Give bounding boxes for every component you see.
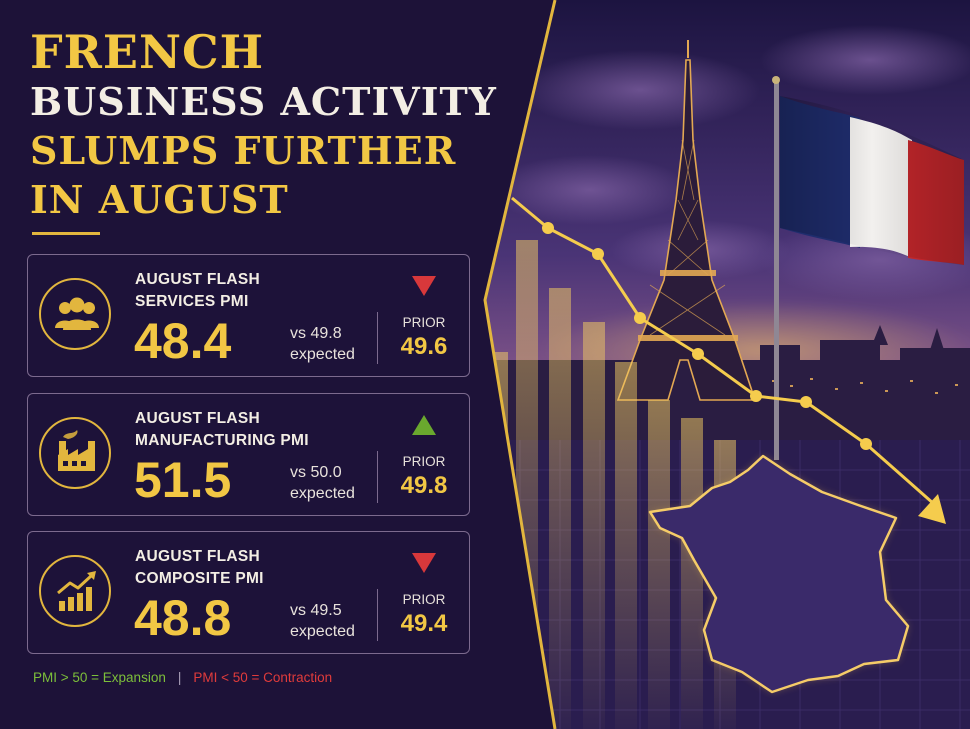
- manufacturing-pmi-expected: vs 50.0 expected: [290, 462, 355, 504]
- french-flag-icon: [772, 76, 964, 460]
- headline: FRENCH BUSINESS ACTIVITY SLUMPS FURTHER …: [30, 28, 497, 224]
- growth-chart-icon: [57, 571, 96, 611]
- expected-label: expected: [290, 485, 355, 502]
- expected-label: expected: [290, 623, 355, 640]
- services-prior-value: 49.6: [400, 333, 448, 360]
- down-arrow-icon: [412, 553, 436, 573]
- card-label-line: MANUFACTURING PMI: [135, 432, 309, 449]
- headline-line-2: BUSINESS ACTIVITY: [30, 79, 497, 124]
- composite-prior-value: 49.4: [400, 610, 448, 637]
- composite-pmi-value: 48.8: [134, 590, 232, 646]
- manufacturing-pmi-label: AUGUST FLASH MANUFACTURING PMI: [135, 408, 309, 452]
- expansion-legend: PMI > 50 = Expansion: [33, 670, 166, 685]
- trend-line: [511, 196, 946, 524]
- expected-label: expected: [290, 346, 355, 363]
- expected-value: vs 49.8: [290, 325, 342, 342]
- services-pmi-value: 48.4: [134, 313, 232, 369]
- expected-value: vs 49.5: [290, 602, 342, 619]
- card-label-line: AUGUST FLASH: [135, 548, 261, 565]
- manufacturing-icon-circle: [39, 417, 111, 489]
- card-label-line: AUGUST FLASH: [135, 271, 261, 288]
- divider-line: [483, 0, 557, 729]
- headline-line-3: SLUMPS FURTHER: [30, 128, 457, 173]
- services-pmi-card: AUGUST FLASH SERVICES PMI 48.4 vs 49.8 e…: [27, 254, 470, 377]
- eiffel-tower-icon: [616, 40, 757, 401]
- contraction-legend: PMI < 50 = Contraction: [193, 670, 333, 685]
- headline-line-1: FRENCH: [30, 25, 265, 79]
- services-pmi-label: AUGUST FLASH SERVICES PMI: [135, 269, 260, 313]
- card-label-line: SERVICES PMI: [135, 293, 249, 310]
- card-divider: [377, 312, 378, 364]
- card-label-line: COMPOSITE PMI: [135, 570, 264, 587]
- prior-label: PRIOR: [402, 454, 446, 469]
- prior-label: PRIOR: [402, 315, 446, 330]
- pmi-legend: PMI > 50 = Expansion | PMI < 50 = Contract…: [33, 670, 332, 685]
- card-divider: [377, 451, 378, 503]
- expected-value: vs 50.0: [290, 464, 342, 481]
- people-group-icon: [55, 297, 99, 330]
- composite-pmi-label: AUGUST FLASH COMPOSITE PMI: [135, 546, 264, 590]
- legend-separator: |: [177, 670, 182, 685]
- composite-pmi-card: AUGUST FLASH COMPOSITE PMI 48.8 vs 49.5 …: [27, 531, 470, 654]
- services-pmi-expected: vs 49.8 expected: [290, 323, 355, 365]
- manufacturing-pmi-card: AUGUST FLASH MANUFACTURING PMI 51.5 vs 5…: [27, 393, 470, 516]
- down-arrow-icon: [412, 276, 436, 296]
- up-arrow-icon: [412, 415, 436, 435]
- title-underline: [32, 232, 100, 235]
- france-map-icon: [648, 454, 910, 694]
- headline-line-4: IN AUGUST: [30, 177, 289, 222]
- card-divider: [377, 589, 378, 641]
- left-panel: FRENCH BUSINESS ACTIVITY SLUMPS FURTHER …: [27, 28, 497, 685]
- services-icon-circle: [39, 278, 111, 350]
- card-label-line: AUGUST FLASH: [135, 410, 261, 427]
- composite-icon-circle: [39, 555, 111, 627]
- prior-label: PRIOR: [402, 592, 446, 607]
- manufacturing-pmi-value: 51.5: [134, 452, 232, 508]
- factory-icon: [58, 430, 95, 471]
- composite-pmi-expected: vs 49.5 expected: [290, 600, 355, 642]
- manufacturing-prior-value: 49.8: [400, 472, 448, 499]
